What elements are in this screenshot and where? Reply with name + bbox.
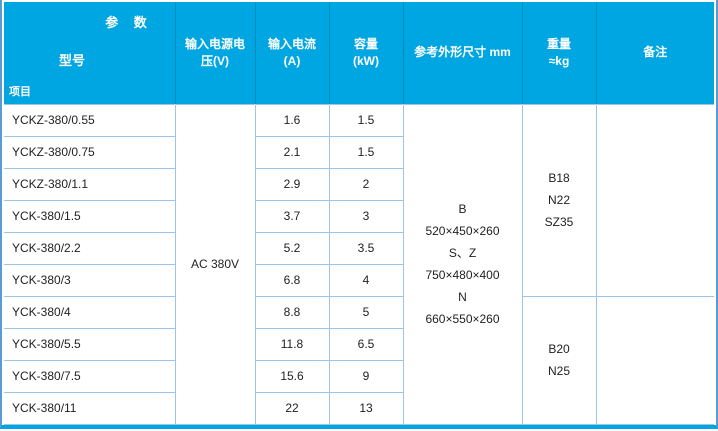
weight-line: SZ35	[544, 215, 574, 229]
capacity-header: 容量 (kW)	[329, 2, 404, 104]
weight-line: B20	[548, 342, 570, 356]
weight-line: N25	[547, 364, 570, 378]
table-row: YCK-380/1.5 3.7 3	[4, 199, 714, 233]
dimensions-line: S、Z	[448, 246, 477, 260]
voltage-merged-cell: AC 380V	[174, 103, 256, 425]
current-cell: 22	[254, 391, 330, 425]
model-cell: YCK-380/3	[4, 263, 176, 297]
current-header-line2: (A)	[283, 53, 301, 68]
model-cell: YCK-380/4	[4, 295, 176, 329]
model-cell: YCK-380/7.5	[4, 359, 176, 393]
model-cell: YCKZ-380/0.75	[4, 135, 176, 169]
model-corner-label: 型号	[58, 53, 86, 68]
weight-merged-cell-bottom: B20 N25	[521, 295, 597, 425]
capacity-cell: 13	[328, 391, 403, 425]
dimensions-line: 750×480×400	[425, 268, 500, 282]
table-row: YCK-380/3 6.8 4	[4, 263, 714, 297]
table-row: YCK-380/5.5 11.8 6.5	[4, 327, 714, 361]
weight-header-line2: ≈kg	[548, 53, 570, 68]
voltage-header-line2: 压(V)	[201, 53, 229, 68]
header-row: 参 数 型号 项目 输入电源电 压(V) 输入电流 (A) 容量 (kW)	[4, 2, 714, 104]
model-cell: YCKZ-380/1.1	[4, 167, 176, 201]
remark-merged-cell-top	[595, 103, 714, 297]
model-cell: YCK-380/2.2	[4, 231, 176, 265]
remark-merged-cell-bottom	[595, 295, 714, 425]
current-cell: 1.6	[254, 103, 330, 137]
capacity-cell: 4	[328, 263, 403, 297]
current-cell: 6.8	[254, 263, 330, 297]
capacity-cell: 3.5	[328, 231, 403, 265]
capacity-cell: 2	[328, 167, 403, 201]
dimensions-line: 520×450×260	[425, 224, 500, 238]
current-cell: 8.8	[254, 295, 330, 329]
capacity-header-line2: (kW)	[353, 53, 379, 68]
item-corner-label: 项目	[9, 85, 31, 98]
weight-header: 重量 ≈kg	[522, 2, 597, 104]
dimensions-header-line1: 参考外形尺寸 mm	[414, 45, 511, 60]
current-cell: 11.8	[254, 327, 330, 361]
dimensions-header: 参考外形尺寸 mm	[403, 2, 523, 104]
remark-header-line1: 备注	[643, 45, 668, 60]
capacity-header-line1: 容量	[353, 36, 378, 51]
weight-line: N22	[547, 193, 570, 207]
capacity-cell: 5	[328, 295, 404, 329]
dimensions-merged-cell: B 520×450×260 S、Z 750×480×400 N 660×550×…	[402, 103, 523, 425]
corner-header-cell: 参 数 型号 项目	[4, 2, 176, 104]
weight-line: B18	[548, 171, 570, 185]
dimensions-line: 660×550×260	[425, 312, 500, 326]
voltage-header: 输入电源电 压(V)	[175, 2, 256, 104]
dimensions-line: B	[458, 202, 467, 216]
table-row: YCKZ-380/0.55 AC 380V 1.6 1.5 B 520×450×…	[4, 103, 714, 425]
table-row: YCK-380/4 8.8 5 B20 N25	[4, 295, 714, 425]
capacity-cell: 3	[328, 199, 403, 233]
current-cell: 2.9	[254, 167, 330, 201]
current-cell: 15.6	[254, 359, 330, 393]
current-cell: 3.7	[254, 199, 330, 233]
table-row: YCK-380/11 22 13	[4, 391, 714, 425]
current-header-line1: 输入电流	[267, 36, 316, 51]
weight-header-line1: 重量	[546, 36, 571, 51]
voltage-header-line1: 输入电源电	[184, 36, 245, 51]
current-cell: 2.1	[254, 135, 330, 169]
model-cell: YCKZ-380/0.55	[4, 103, 176, 137]
parameter-corner-label: 参 数	[105, 15, 147, 30]
model-cell: YCK-380/1.5	[4, 199, 176, 233]
table-row: YCK-380/7.5 15.6 9	[4, 359, 714, 393]
capacity-cell: 9	[328, 359, 403, 393]
current-header: 输入电流 (A)	[255, 2, 330, 104]
capacity-cell: 1.5	[328, 103, 404, 137]
model-cell: YCK-380/5.5	[4, 327, 176, 361]
capacity-cell: 6.5	[328, 327, 403, 361]
model-cell: YCK-380/11	[4, 391, 176, 425]
remark-header: 备注	[596, 2, 714, 104]
table-row: YCK-380/2.2 5.2 3.5	[4, 231, 714, 265]
spec-table: 参 数 型号 项目 输入电源电 压(V) 输入电流 (A) 容量 (kW)	[4, 2, 714, 425]
capacity-cell: 1.5	[328, 135, 403, 169]
current-cell: 5.2	[254, 231, 330, 265]
weight-merged-cell-top: B18 N22 SZ35	[521, 103, 597, 297]
dimensions-line: N	[458, 290, 467, 304]
